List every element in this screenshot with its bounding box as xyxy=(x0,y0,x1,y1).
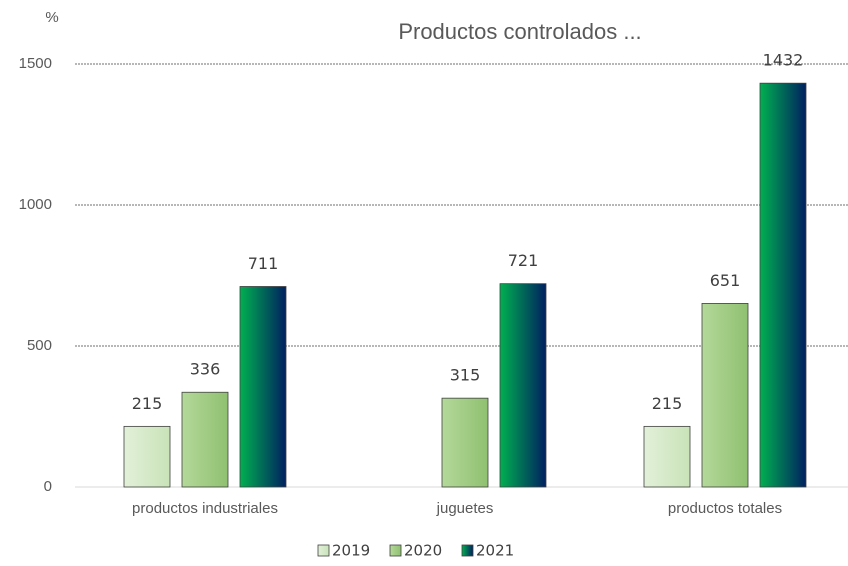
value-label: 215 xyxy=(652,394,683,413)
legend-swatch xyxy=(461,544,474,557)
legend-swatch xyxy=(389,544,402,557)
value-label: 721 xyxy=(508,251,539,270)
value-label: 651 xyxy=(710,271,741,290)
value-label: 711 xyxy=(248,254,279,273)
value-label: 215 xyxy=(132,394,163,413)
bar xyxy=(701,303,749,488)
value-label: 1432 xyxy=(763,51,804,70)
y-tick-label: 1500 xyxy=(19,55,52,72)
bar xyxy=(643,425,691,488)
bar xyxy=(123,425,171,488)
legend-swatch xyxy=(317,544,330,557)
legend-label: 2021 xyxy=(476,542,514,560)
chart-title: Productos controlados ... xyxy=(398,19,641,44)
y-tick-label: 0 xyxy=(44,478,52,495)
y-axis-label: % xyxy=(45,9,58,26)
value-label: 336 xyxy=(190,360,221,379)
bar xyxy=(759,82,807,488)
bar xyxy=(181,391,229,488)
legend-label: 2019 xyxy=(332,542,370,560)
x-tick-label: productos industriales xyxy=(132,500,278,517)
y-tick-label: 500 xyxy=(27,337,52,354)
x-tick-label: juguetes xyxy=(436,500,494,517)
value-label: 315 xyxy=(450,366,481,385)
bar xyxy=(441,397,489,488)
y-tick-label: 1000 xyxy=(19,196,52,213)
bar xyxy=(499,283,547,488)
x-tick-label: productos totales xyxy=(668,500,782,517)
legend-label: 2020 xyxy=(404,542,442,560)
bar xyxy=(239,286,287,488)
